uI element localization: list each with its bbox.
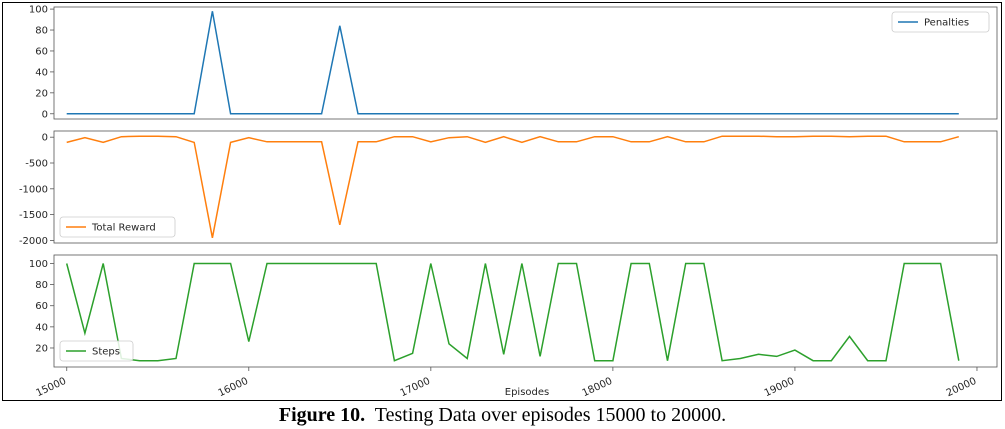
penalties-legend-label: Penalties [924, 18, 969, 29]
chart: 0 20 40 60 80 100 Penalties 0 -500 -1000 -1500 -200… [19, 5, 998, 399]
total-reward-y-tick: -1500 [19, 210, 54, 221]
steps-legend-box [59, 340, 134, 362]
x-tick: 17000 [399, 367, 432, 399]
steps-y-tick: 60 [35, 301, 54, 312]
penalties-y-tick: 60 [35, 46, 54, 57]
x-axis-label: Episodes [505, 387, 549, 398]
x-tick: 15000 [35, 367, 68, 399]
steps-y-tick-label: 100 [29, 259, 48, 270]
caption-label: Figure 10. [278, 404, 366, 426]
steps-y-tick-label: 80 [35, 280, 48, 291]
penalties-y-tick: 40 [35, 67, 54, 78]
x-tick-label: 19000 [763, 376, 796, 399]
total-reward-axes-frame [53, 130, 998, 244]
penalties-y-tick: 0 [42, 109, 54, 120]
steps-y-tick: 100 [29, 259, 54, 270]
x-tick: 16000 [217, 367, 250, 399]
total-reward-legend-label: Total Reward [91, 223, 156, 234]
penalties-y-tick: 20 [35, 88, 54, 99]
total-reward-y-tick: 0 [42, 133, 54, 144]
total-reward-y-tick: -500 [25, 159, 54, 170]
steps-y-tick-label: 20 [35, 343, 48, 354]
steps-y-tick-label: 40 [35, 322, 48, 333]
penalties-y-tick-label: 0 [42, 109, 48, 120]
penalties-y-tick: 80 [35, 26, 54, 37]
penalties-legend-box [891, 11, 990, 33]
total-reward-y-tick-label: -2000 [19, 236, 48, 247]
steps-axes-frame [53, 254, 998, 368]
caption-text: Testing Data over episodes 15000 to 2000… [374, 404, 727, 426]
total-reward-legend: Total Reward [59, 216, 176, 238]
x-tick-label: 16000 [217, 376, 250, 399]
steps-legend: Steps [59, 340, 134, 362]
penalties-y-tick-label: 40 [35, 67, 48, 78]
penalties-y-tick-label: 100 [29, 5, 48, 16]
total-reward-series-line [66, 135, 960, 238]
penalties-axes-frame [53, 6, 998, 120]
penalties-y-tick-label: 20 [35, 88, 48, 99]
total-reward-y-tick: -1000 [19, 184, 54, 195]
figure-caption: Figure 10. Testing Data over episodes 15… [0, 404, 1005, 427]
penalties-legend: Penalties [891, 11, 990, 33]
x-tick-label: 20000 [945, 376, 978, 399]
steps-y-tick-label: 60 [35, 301, 48, 312]
penalties-y-tick: 100 [29, 5, 54, 16]
steps-legend-label: Steps [92, 347, 120, 358]
total-reward-y-tick-label: 0 [42, 133, 48, 144]
steps-series-line [65, 262, 960, 362]
x-tick-label: 15000 [35, 376, 68, 399]
x-tick: 18000 [581, 367, 614, 399]
figure-frame [2, 2, 1002, 401]
total-reward-y-tick-label: -500 [25, 159, 48, 170]
x-tick: 20000 [945, 367, 978, 399]
steps-y-tick: 20 [35, 343, 54, 354]
steps-y-tick: 80 [35, 280, 54, 291]
total-reward-panel: 0 -500 -1000 -1500 -2000 Total Reward [19, 130, 998, 247]
total-reward-y-tick-label: -1500 [19, 210, 48, 221]
penalties-series-line [66, 11, 959, 115]
penalties-y-tick-label: 60 [35, 46, 48, 57]
total-reward-legend-box [59, 216, 176, 238]
steps-y-tick: 40 [35, 322, 54, 333]
total-reward-y-tick-label: -1000 [19, 184, 48, 195]
x-tick: 19000 [763, 367, 796, 399]
total-reward-y-tick: -2000 [19, 236, 54, 247]
x-tick-label: 18000 [581, 376, 614, 399]
penalties-panel: 0 20 40 60 80 100 Penalties [29, 5, 998, 120]
x-tick-label: 17000 [399, 376, 432, 399]
penalties-y-tick-label: 80 [35, 26, 48, 37]
steps-panel: 20 40 60 80 100 15000 16000 17000 18000 19000 2000… [29, 254, 998, 399]
